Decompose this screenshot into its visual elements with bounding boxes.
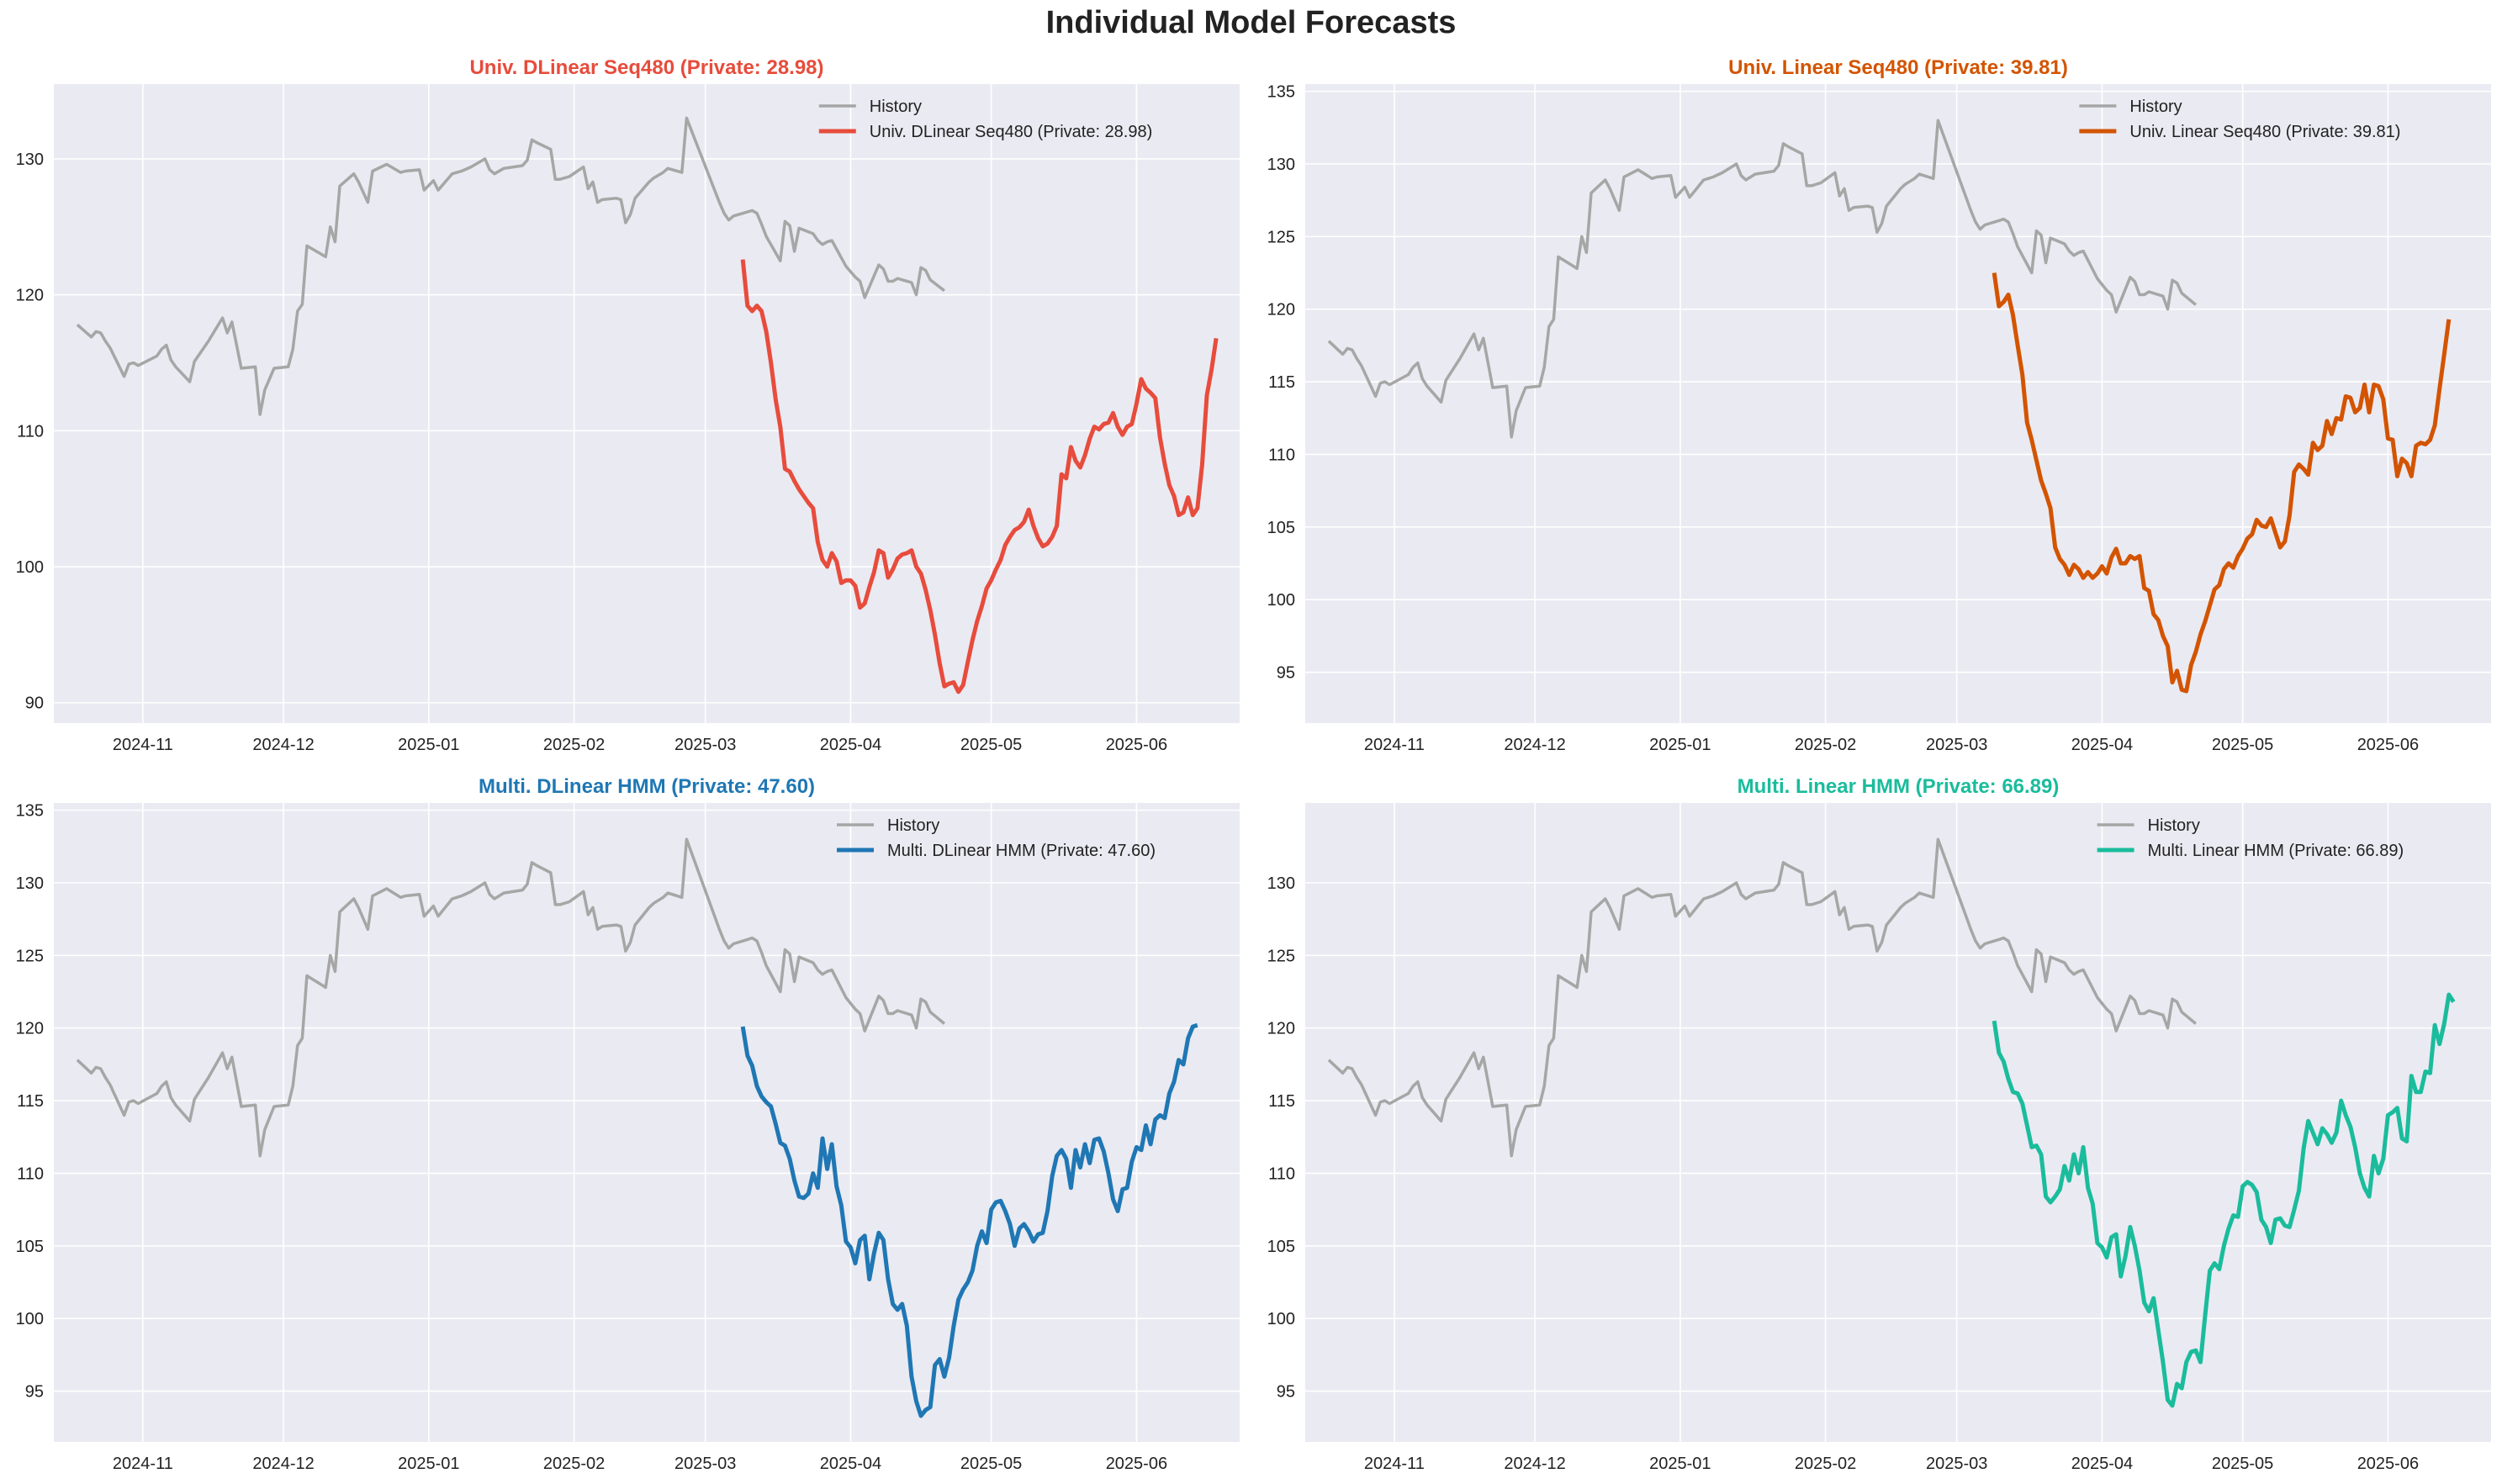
y-tick-label: 110 [1268,1164,1295,1183]
y-tick-label: 130 [16,874,44,893]
x-tick-label: 2025-03 [674,1455,736,1473]
x-tick-label: 2024-12 [252,736,314,754]
y-tick-label: 115 [17,1092,44,1111]
y-tick-label: 100 [16,558,44,577]
x-tick-label: 2025-04 [820,1455,881,1473]
chart-title: Multi. Linear HMM (Private: 66.89) [1738,775,2060,798]
x-tick-label: 2025-03 [1926,1455,1987,1473]
x-tick-label: 2024-11 [113,1455,173,1473]
legend-forecast-label: Univ. DLinear Seq480 (Private: 28.98) [870,123,1152,141]
plot-area [1305,803,2491,1442]
y-tick-label: 125 [1267,228,1295,246]
plot-area [54,84,1240,723]
y-tick-label: 115 [1268,1092,1295,1111]
y-tick-label: 135 [1267,83,1295,102]
x-tick-label: 2025-06 [1106,736,1167,754]
chart-title: Multi. DLinear HMM (Private: 47.60) [479,775,815,798]
x-tick-label: 2024-11 [113,736,173,754]
history-series-line [1327,837,2198,1158]
y-tick-label: 90 [25,694,44,713]
y-tick-label: 105 [1267,1238,1295,1256]
x-tick-label: 2025-02 [543,736,605,754]
x-tick-label: 2025-06 [1106,1455,1167,1473]
x-tick-label: 2025-04 [820,736,881,754]
legend-history-label: History [2129,98,2182,116]
x-tick-label: 2025-06 [2357,736,2419,754]
x-tick-label: 2024-11 [1364,736,1425,754]
x-tick-label: 2024-12 [252,1455,314,1473]
legend-history-label: History [870,98,922,116]
y-tick-label: 120 [16,287,44,305]
y-tick-label: 100 [1267,591,1295,610]
x-tick-label: 2025-05 [960,736,1022,754]
x-tick-label: 2024-11 [1364,1455,1425,1473]
legend-forecast-label: Multi. DLinear HMM (Private: 47.60) [887,842,1156,860]
legend-forecast-label: Univ. Linear Seq480 (Private: 39.81) [2129,123,2400,141]
y-tick-label: 125 [1267,947,1295,965]
y-tick-label: 110 [17,1164,44,1183]
chart-title: Univ. Linear Seq480 (Private: 39.81) [1728,56,2068,79]
x-tick-label: 2025-02 [1795,1455,1856,1473]
y-tick-label: 105 [1267,519,1295,537]
x-tick-label: 2025-02 [543,1455,605,1473]
forecast-series-line [740,259,1219,694]
y-tick-label: 120 [1267,301,1295,320]
y-tick-label: 105 [16,1238,44,1256]
y-tick-label: 120 [1267,1020,1295,1038]
x-tick-label: 2025-04 [2071,736,2133,754]
y-tick-label: 110 [17,422,44,441]
x-tick-label: 2024-12 [1504,1455,1565,1473]
y-tick-label: 135 [16,802,44,821]
x-tick-label: 2025-01 [398,1455,459,1473]
forecast-series-line [740,1022,1198,1418]
legend-history-label: History [887,816,939,835]
x-tick-label: 2025-04 [2071,1455,2133,1473]
chart-panel-2: 2024-11 2024-12 2025-01 2025-02 2025-03 2025-… [1267,56,2491,754]
history-series-line [1327,119,2198,439]
chart-title: Univ. DLinear Seq480 (Private: 28.98) [469,56,823,79]
legend-history-label: History [2148,816,2200,835]
forecast-series-line [1992,272,2452,694]
x-tick-label: 2025-03 [674,736,736,754]
y-tick-label: 130 [1267,874,1295,893]
y-tick-label: 125 [16,947,44,965]
x-tick-label: 2025-05 [2212,1455,2273,1473]
y-tick-label: 115 [1268,373,1295,392]
y-tick-label: 95 [1277,664,1295,683]
y-tick-label: 130 [1267,156,1295,174]
y-tick-label: 100 [1267,1310,1295,1328]
chart-panel-4: 2024-11 2024-12 2025-01 2025-02 2025-03 2025-… [1267,775,2491,1473]
x-tick-label: 2025-01 [1649,1455,1711,1473]
history-series-line [76,116,945,416]
forecast-series-line [1992,992,2456,1408]
history-series-line [76,837,946,1158]
chart-panel-1: 2024-11 2024-12 2025-01 2025-02 2025-03 2025-… [16,56,1240,754]
x-tick-label: 2025-02 [1795,736,1856,754]
y-tick-label: 95 [25,1383,44,1402]
x-tick-label: 2025-05 [2212,736,2273,754]
plot-area [54,803,1240,1442]
x-tick-label: 2024-12 [1504,736,1565,754]
y-tick-label: 130 [16,151,44,169]
y-tick-label: 110 [1268,446,1295,464]
chart-panel-3: 2024-11 2024-12 2025-01 2025-02 2025-03 2025-… [16,775,1240,1473]
x-tick-label: 2025-01 [398,736,459,754]
x-tick-label: 2025-01 [1649,736,1711,754]
figure-title: Individual Model Forecasts [1045,5,1457,40]
y-tick-label: 120 [16,1020,44,1038]
x-tick-label: 2025-03 [1926,736,1987,754]
plot-area [1305,84,2491,723]
x-tick-label: 2025-05 [960,1455,1022,1473]
legend-forecast-label: Multi. Linear HMM (Private: 66.89) [2148,842,2404,860]
y-tick-label: 100 [16,1310,44,1328]
y-tick-label: 95 [1277,1383,1295,1402]
x-tick-label: 2025-06 [2357,1455,2419,1473]
